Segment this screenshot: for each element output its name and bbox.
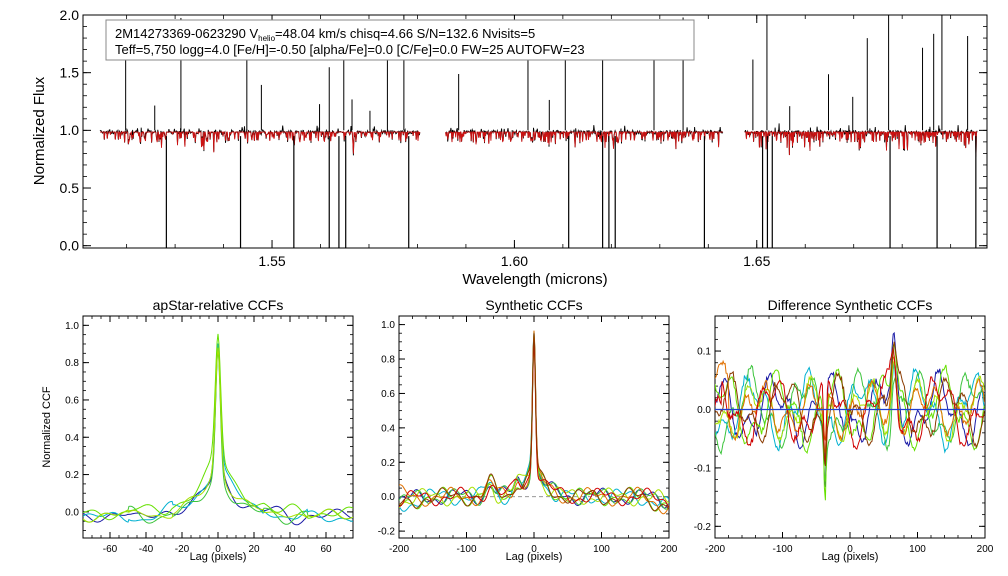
y-tick-label: 0.0 <box>381 492 395 503</box>
diff-lines <box>715 331 985 501</box>
spectrum-xlabel: Wavelength (microns) <box>462 271 607 288</box>
y-tick-label: 1.0 <box>65 321 79 332</box>
synth-ticks: -200 -100 0 100 200 -0.2 0.0 0.2 0.4 0.6 0.8 1.0 <box>378 315 678 555</box>
y-tick-label: -0.2 <box>694 522 712 533</box>
synth-ccf-visit-8 <box>399 333 669 512</box>
y-tick-label: 0.1 <box>697 347 711 358</box>
synth-ccf-visit-3 <box>399 338 669 510</box>
synth-ccf-panel: Synthetic CCFs -200 -100 0 100 200 -0.2 0.0 0.2… <box>378 297 678 563</box>
x-tick-label: 40 <box>284 544 296 555</box>
y-tick-label: 0.8 <box>65 358 79 369</box>
diff-ccf-panel: Difference Synthetic CCFs -200 -100 0 100 20… <box>694 297 994 563</box>
y-tick-label: 0.4 <box>65 433 79 444</box>
aprel-ccf-visit-4 <box>83 333 353 521</box>
aprel-ylabel: Normalized CCF <box>41 386 53 468</box>
spectrum-title-box <box>105 19 695 61</box>
spectrum-plot-frame <box>82 14 988 249</box>
spectrum-title-line1: 2M14273369-0623290 Vhelio=48.04 km/s chi… <box>115 26 535 43</box>
y-tick-label: 1.0 <box>60 122 80 138</box>
aprel-ccf-visit-5 <box>83 347 353 523</box>
diff-ccf-visit-1 <box>715 331 985 487</box>
y-tick-label: 0.2 <box>381 458 395 469</box>
x-tick-label: 100 <box>593 544 610 555</box>
y-tick-label: 0.6 <box>65 395 79 406</box>
y-tick-label: -0.1 <box>694 463 712 474</box>
aprel-ccf-visit-3 <box>83 349 353 525</box>
y-tick-label: 0.5 <box>60 180 80 196</box>
spectrum-lines <box>99 15 978 248</box>
aprel-ticks: -60 -40 -20 0 20 40 60 0.0 0.2 0.4 0.6 0.8 1.0 <box>65 315 354 555</box>
x-tick-label: 1.65 <box>743 253 770 269</box>
title-stats: =48.04 km/s chisq=4.66 S/N=132.6 Nvisits… <box>275 26 535 41</box>
synth-ccf-visit-6 <box>399 330 669 515</box>
aprel-ccf-title: apStar-relative CCFs <box>153 297 284 313</box>
synth-ccf-visit-2 <box>399 330 669 512</box>
y-tick-label: 0.0 <box>65 507 79 518</box>
spectrum-ticks: 1.55 1.60 1.65 0.0 0.5 1.0 1.5 2.0 <box>60 7 987 269</box>
model-spectrum-chip-1 <box>100 130 421 154</box>
title-vhelio-subscript: helio <box>258 34 275 43</box>
x-tick-label: 0 <box>215 544 221 555</box>
spectrum-panel: 1.55 1.60 1.65 0.0 0.5 1.0 1.5 2.0 2M14273369-0… <box>31 7 988 288</box>
diff-ticks: -200 -100 0 100 200 -0.2 -0.1 0.0 0.1 <box>694 315 994 555</box>
x-tick-label: -100 <box>772 544 792 555</box>
diff-xlabel: Lag (pixels) <box>822 551 879 563</box>
x-tick-label: 60 <box>320 544 332 555</box>
synth-ccf-visit-5 <box>399 341 669 509</box>
y-tick-label: 0.0 <box>697 405 711 416</box>
y-tick-label: 0.6 <box>381 389 395 400</box>
y-tick-label: 1.0 <box>381 320 395 331</box>
aprel-ccf-panel: apStar-relative CCFs -60 -40 -20 0 20 40 60 0.0… <box>41 297 354 563</box>
x-tick-label: 100 <box>909 544 926 555</box>
aprel-xlabel: Lag (pixels) <box>190 551 247 563</box>
x-tick-label: 20 <box>248 544 260 555</box>
x-tick-label: -200 <box>705 544 725 555</box>
diff-ccf-visit-4 <box>715 342 985 501</box>
x-tick-label: -200 <box>389 544 409 555</box>
x-tick-label: -20 <box>175 544 190 555</box>
synth-ccf-visit-1 <box>399 336 669 509</box>
synth-lines <box>399 330 669 515</box>
x-tick-label: -100 <box>456 544 476 555</box>
model-spectrum-chip-3 <box>744 130 978 157</box>
aprel-lines <box>83 333 353 526</box>
x-tick-label: 0 <box>531 544 537 555</box>
x-tick-label: -60 <box>103 544 118 555</box>
synth-ccf-title: Synthetic CCFs <box>485 297 582 313</box>
y-tick-label: 1.5 <box>60 65 80 81</box>
x-tick-label: 1.60 <box>501 253 528 269</box>
x-tick-label: 1.55 <box>258 253 285 269</box>
aprel-ccf-visit-2 <box>83 343 353 523</box>
y-tick-label: 0.8 <box>381 355 395 366</box>
diff-ccf-visit-8 <box>715 341 985 467</box>
x-tick-label: 0 <box>847 544 853 555</box>
diff-ccf-title: Difference Synthetic CCFs <box>768 297 933 313</box>
model-spectrum-chip-2 <box>445 130 723 149</box>
y-tick-label: -0.2 <box>378 527 396 538</box>
y-tick-label: 0.4 <box>381 423 395 434</box>
y-tick-label: 2.0 <box>60 7 80 23</box>
y-tick-label: 0.2 <box>65 470 79 481</box>
observed-spectrum-chip-1 <box>99 125 421 156</box>
synth-ccf-visit-7 <box>399 343 669 508</box>
x-tick-label: 200 <box>661 544 678 555</box>
spectrum-ylabel: Normalized Flux <box>31 76 48 185</box>
title-star-vhelio: 2M14273369-0623290 V <box>115 26 258 41</box>
y-tick-label: 0.0 <box>60 238 80 254</box>
spectrum-title-line2: Teff=5,750 logg=4.0 [Fe/H]=-0.50 [alpha/… <box>115 42 585 57</box>
synth-xlabel: Lag (pixels) <box>506 551 563 563</box>
x-tick-label: 200 <box>977 544 994 555</box>
synth-ccf-visit-4 <box>399 334 669 512</box>
aprel-ccf-visit-1 <box>83 343 353 526</box>
x-tick-label: -40 <box>139 544 154 555</box>
